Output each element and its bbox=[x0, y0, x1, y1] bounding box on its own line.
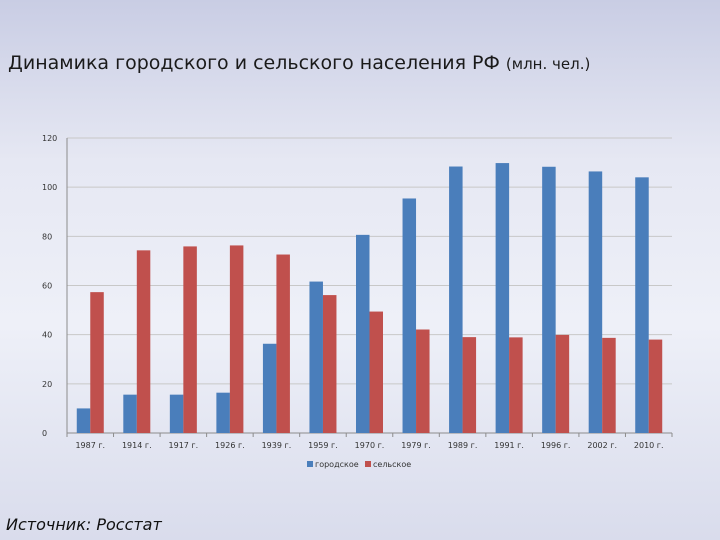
x-tick-label: 1987 г. bbox=[75, 441, 105, 450]
x-tick-label: 1959 г. bbox=[308, 441, 338, 450]
legend-swatch-rural bbox=[365, 461, 371, 467]
bar-rural bbox=[276, 254, 290, 433]
bar-urban bbox=[216, 392, 230, 433]
bar-rural bbox=[136, 250, 151, 433]
bar-rural bbox=[648, 339, 663, 433]
bar-rural bbox=[90, 292, 104, 433]
chart-title: Динамика городского и сельского населени… bbox=[8, 52, 720, 74]
legend-swatch-urban bbox=[307, 461, 313, 467]
x-tick-label: 1917 г. bbox=[169, 441, 199, 450]
legend-label-rural: сельское bbox=[373, 460, 411, 469]
bar-rural bbox=[555, 334, 570, 433]
bar-rural bbox=[462, 337, 477, 433]
x-tick-label: 1991 г. bbox=[494, 441, 524, 450]
x-tick-label: 1989 г. bbox=[448, 441, 478, 450]
bar-rural bbox=[183, 246, 197, 433]
bar-urban bbox=[76, 408, 91, 433]
x-tick-label: 2002 г. bbox=[587, 441, 617, 450]
y-tick-label: 40 bbox=[42, 331, 52, 340]
x-tick-label: 2010 г. bbox=[634, 441, 664, 450]
bar-urban bbox=[123, 394, 137, 433]
bar-urban bbox=[449, 166, 463, 433]
bar-rural bbox=[509, 337, 523, 433]
bar-rural bbox=[322, 295, 337, 433]
bar-rural bbox=[369, 311, 383, 433]
y-tick-label: 100 bbox=[42, 183, 57, 192]
bar-urban bbox=[309, 281, 323, 433]
chart-title-unit: (млн. чел.) bbox=[505, 55, 591, 73]
bar-urban bbox=[588, 171, 603, 433]
y-tick-label: 60 bbox=[42, 282, 52, 291]
x-tick-label: 1970 г. bbox=[355, 441, 385, 450]
bar-urban bbox=[169, 394, 184, 433]
bar-urban bbox=[402, 198, 417, 433]
bar-rural bbox=[416, 329, 430, 433]
bar-urban bbox=[356, 234, 370, 433]
y-tick-label: 120 bbox=[42, 134, 57, 143]
x-tick-label: 1914 г. bbox=[122, 441, 152, 450]
y-tick-label: 0 bbox=[42, 429, 47, 438]
bar-rural bbox=[229, 245, 244, 433]
x-tick-label: 1996 г. bbox=[541, 441, 571, 450]
chart-title-main: Динамика городского и сельского населени… bbox=[8, 52, 500, 74]
bar-urban bbox=[635, 177, 649, 433]
x-tick-label: 1926 г. bbox=[215, 441, 245, 450]
bar-urban bbox=[495, 163, 510, 433]
source-note: Источник: Росстат bbox=[6, 515, 162, 534]
y-tick-label: 80 bbox=[42, 232, 52, 241]
bar-rural bbox=[602, 337, 616, 433]
bar-urban bbox=[542, 166, 556, 433]
bar-urban bbox=[262, 343, 277, 433]
x-tick-label: 1939 г. bbox=[262, 441, 292, 450]
legend-label-urban: городское bbox=[315, 460, 359, 469]
x-tick-label: 1979 г. bbox=[401, 441, 431, 450]
y-tick-label: 20 bbox=[42, 380, 52, 389]
